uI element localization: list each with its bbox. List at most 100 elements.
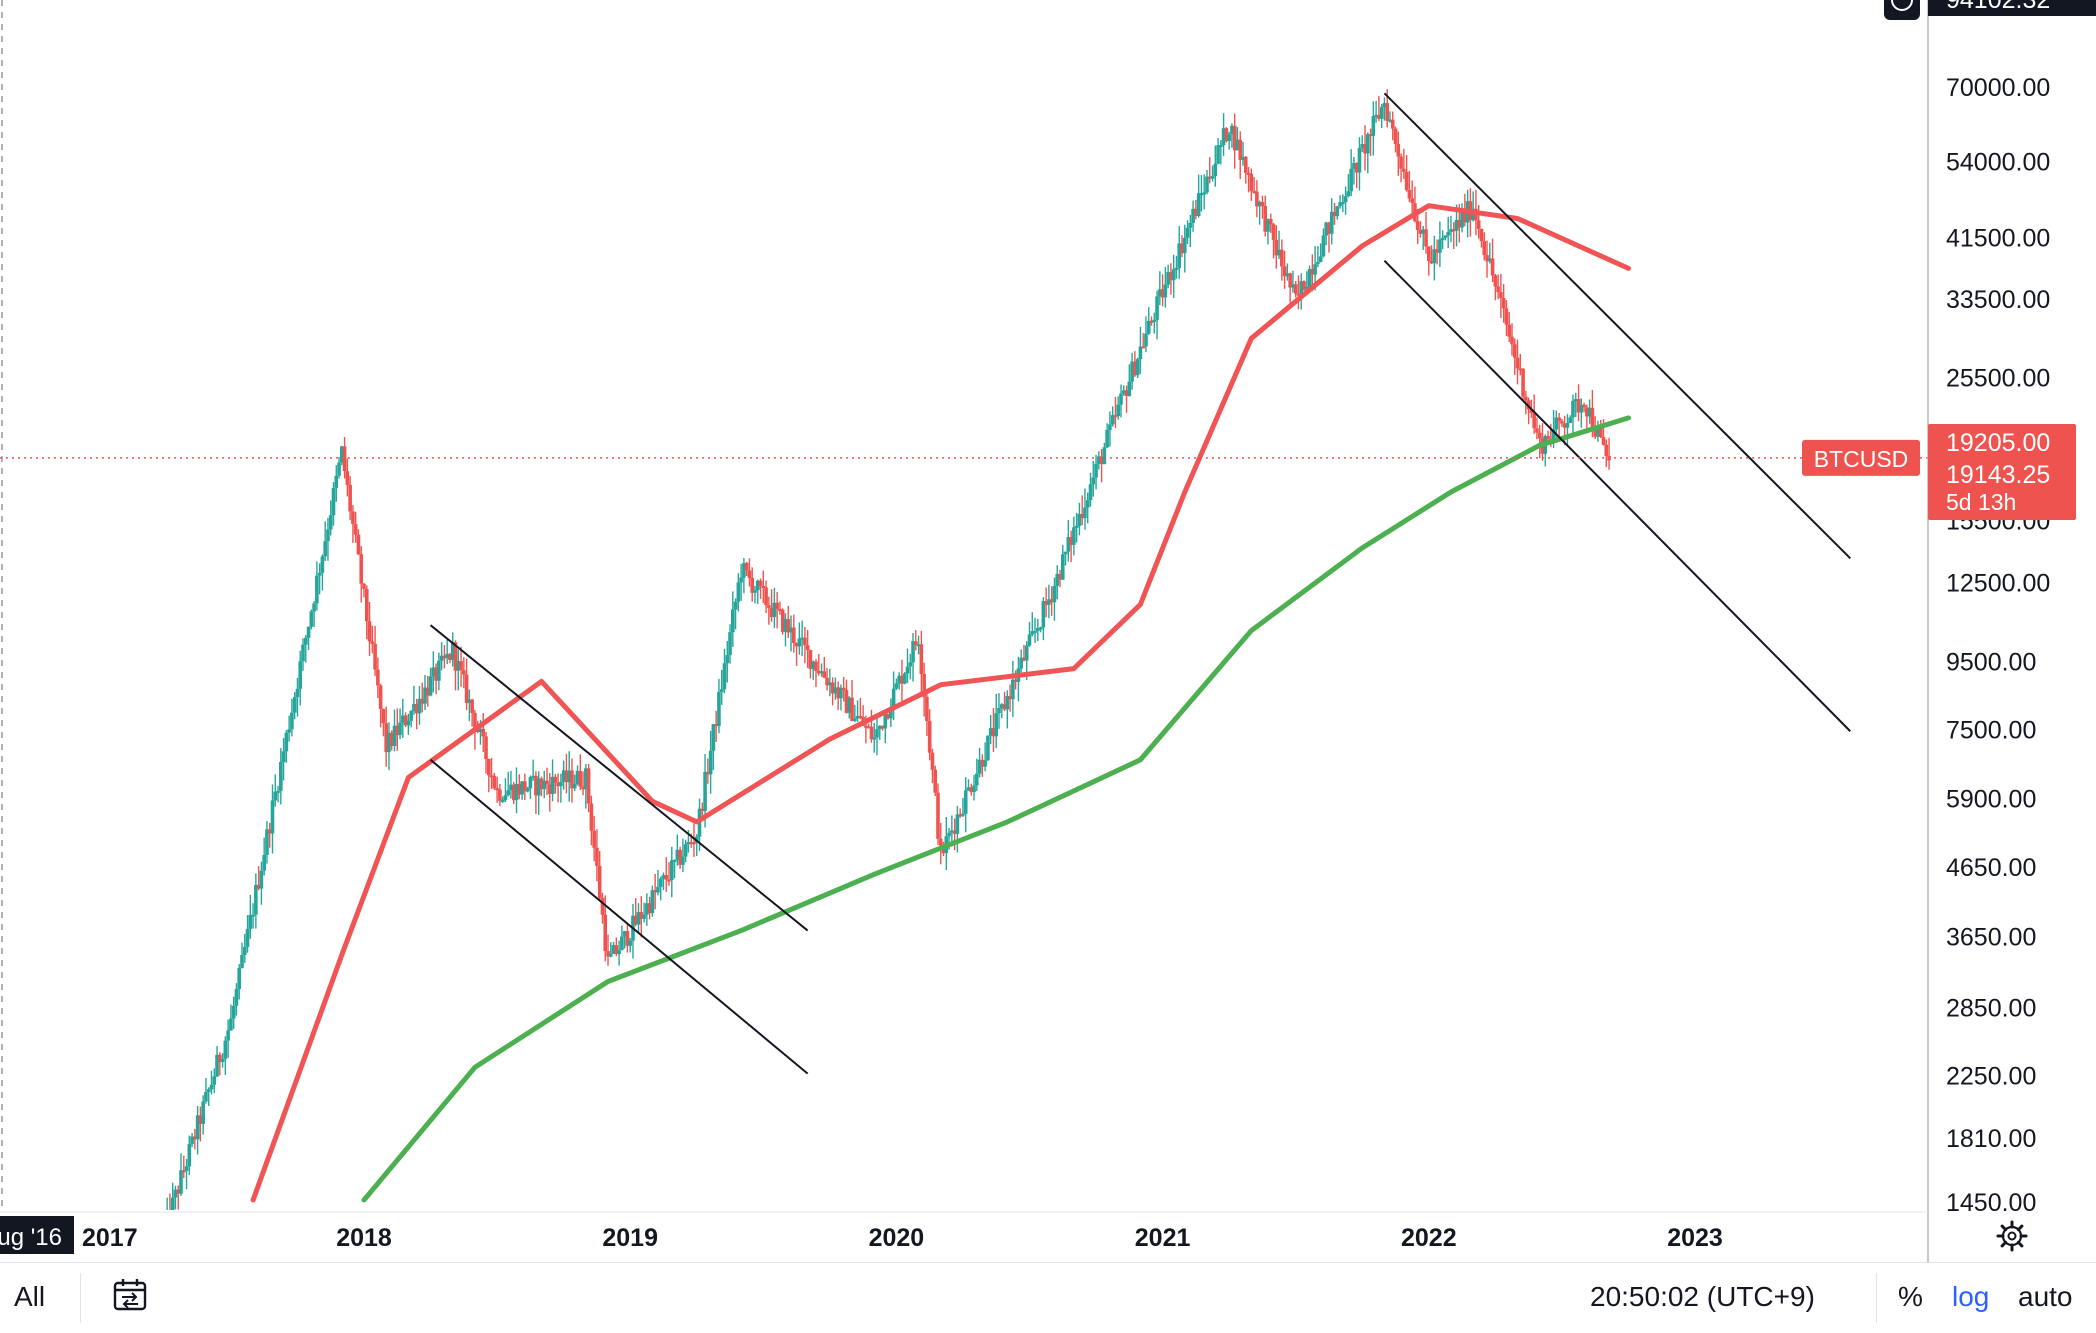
candle bbox=[1155, 290, 1159, 340]
toolbar-divider bbox=[80, 1273, 81, 1323]
candle bbox=[719, 669, 724, 705]
candle bbox=[184, 1159, 189, 1190]
candle bbox=[287, 715, 291, 742]
candle bbox=[1438, 221, 1442, 268]
candle bbox=[683, 839, 688, 863]
price-tick-label: 4650.00 bbox=[1946, 854, 2036, 882]
candle bbox=[916, 635, 921, 655]
candle bbox=[980, 754, 985, 777]
trend-line-3[interactable] bbox=[1383, 92, 1851, 560]
candle bbox=[248, 894, 253, 939]
candle bbox=[639, 896, 644, 938]
candle bbox=[875, 714, 879, 756]
candle bbox=[717, 678, 721, 734]
candle bbox=[1343, 186, 1348, 215]
candle bbox=[1302, 280, 1306, 291]
log-scale-button[interactable]: log bbox=[1952, 1281, 1990, 1312]
candle bbox=[1169, 263, 1173, 295]
candle bbox=[323, 521, 327, 561]
candle bbox=[1307, 265, 1312, 288]
candle bbox=[306, 626, 311, 651]
bar-countdown-label: 5d 13h bbox=[1946, 489, 2016, 515]
range-all-button[interactable]: All bbox=[14, 1281, 46, 1312]
candle bbox=[1363, 125, 1367, 171]
candle bbox=[725, 641, 730, 683]
candle bbox=[1102, 442, 1107, 465]
candle bbox=[681, 838, 685, 873]
candle bbox=[694, 834, 699, 857]
candle bbox=[1402, 148, 1406, 179]
candle bbox=[337, 457, 341, 479]
candle bbox=[1504, 300, 1509, 337]
candle bbox=[486, 758, 491, 793]
time-tick-label: 2023 bbox=[1667, 1224, 1723, 1252]
trend-line-4[interactable] bbox=[1383, 259, 1851, 732]
candle bbox=[1019, 649, 1023, 673]
candle bbox=[234, 983, 239, 1016]
calendar-range-icon[interactable] bbox=[112, 1277, 148, 1313]
candle bbox=[886, 713, 890, 720]
candle bbox=[1571, 394, 1575, 438]
candle bbox=[259, 861, 264, 905]
candle bbox=[825, 668, 829, 691]
bottom-toolbar: All 20:50:02 (UTC+9) % log auto bbox=[0, 1262, 2096, 1333]
candle bbox=[315, 561, 319, 611]
clock-readout[interactable]: 20:50:02 (UTC+9) bbox=[1590, 1281, 1815, 1312]
candle bbox=[1091, 460, 1096, 497]
trend-line-1[interactable] bbox=[429, 624, 809, 932]
candle bbox=[389, 730, 394, 751]
trend-line-2[interactable] bbox=[429, 759, 809, 1075]
candle bbox=[445, 639, 449, 665]
candle bbox=[362, 583, 366, 598]
candle bbox=[986, 735, 990, 761]
candle bbox=[1435, 239, 1439, 265]
chart-canvas[interactable]: 70000.00 54000.00 41500.00 33500.00 25500.00… bbox=[0, 0, 2096, 1262]
candle bbox=[814, 659, 818, 688]
candle bbox=[1390, 111, 1395, 141]
candle bbox=[367, 601, 372, 656]
symbol-tag bbox=[1802, 439, 1920, 476]
candle bbox=[600, 892, 605, 924]
candle bbox=[545, 767, 549, 796]
candle bbox=[514, 767, 519, 814]
candle bbox=[803, 626, 807, 664]
candle bbox=[1346, 174, 1351, 198]
candle bbox=[1191, 200, 1195, 232]
candle bbox=[1451, 222, 1456, 250]
candle bbox=[1249, 168, 1254, 201]
candle bbox=[1177, 225, 1182, 280]
candle bbox=[442, 645, 447, 669]
candle bbox=[902, 672, 907, 685]
price-tick-label: 7500.00 bbox=[1946, 716, 2036, 744]
candle bbox=[1105, 423, 1109, 448]
candle bbox=[218, 1052, 222, 1076]
candle bbox=[1141, 332, 1145, 349]
candle bbox=[642, 902, 646, 923]
percent-scale-button[interactable]: % bbox=[1898, 1281, 1923, 1312]
candle bbox=[661, 872, 666, 891]
candle bbox=[955, 805, 960, 853]
candle bbox=[750, 567, 755, 602]
gear-icon[interactable] bbox=[1996, 1220, 2028, 1252]
auto-scale-button[interactable]: auto bbox=[2018, 1281, 2073, 1312]
trend-lines[interactable] bbox=[429, 92, 1851, 1075]
candle bbox=[789, 615, 793, 652]
candle bbox=[628, 937, 632, 953]
candle bbox=[758, 578, 763, 599]
candle bbox=[1097, 451, 1101, 470]
candle bbox=[816, 653, 821, 676]
candle bbox=[1490, 238, 1495, 283]
candle bbox=[1127, 364, 1132, 397]
candle bbox=[481, 713, 486, 753]
candle bbox=[364, 585, 369, 640]
candle bbox=[658, 876, 663, 901]
candle bbox=[1354, 162, 1359, 188]
candle bbox=[276, 785, 280, 803]
candle bbox=[1036, 618, 1040, 641]
candle bbox=[198, 1106, 203, 1142]
candle bbox=[539, 776, 544, 797]
candle bbox=[206, 1087, 211, 1106]
candle bbox=[908, 653, 913, 680]
candle bbox=[1188, 214, 1193, 248]
